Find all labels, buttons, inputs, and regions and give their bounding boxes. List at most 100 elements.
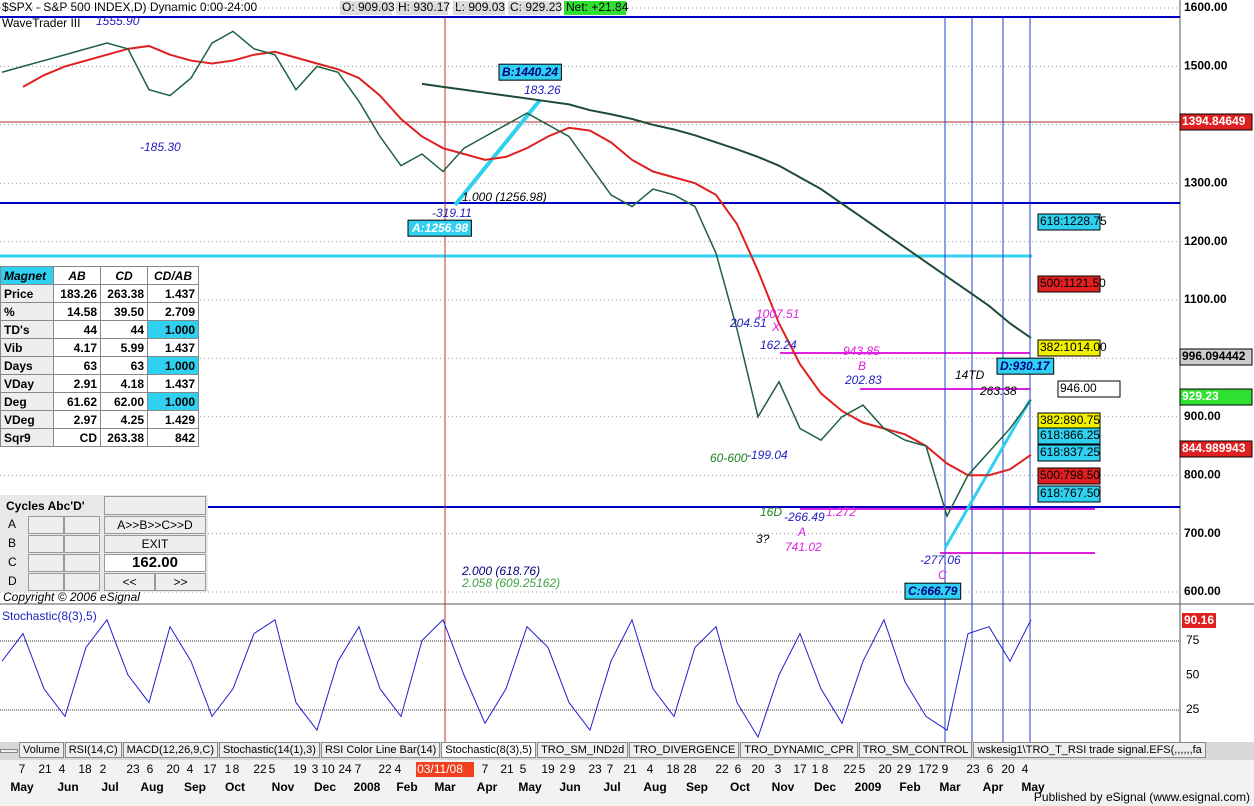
price-tick-label: 700.00 xyxy=(1184,526,1221,540)
table-cell: 2.709 xyxy=(147,302,199,321)
month-label: Sep xyxy=(686,780,708,794)
study-tab[interactable]: RSI(14,C) xyxy=(64,742,122,758)
study-tab[interactable]: Stochastic(8(3),5) xyxy=(441,742,537,758)
day-label: 7 xyxy=(19,762,26,776)
annotation: 1007.51 xyxy=(756,307,799,321)
table-cell: 44 xyxy=(100,320,148,339)
table-cell: 4.18 xyxy=(100,374,148,393)
right-label: 500:798.50 xyxy=(1040,468,1100,482)
table-cell: 1.000 xyxy=(147,392,199,411)
study-tab[interactable]: MACD(12,26,9,C) xyxy=(122,742,219,758)
table-cell: 5.99 xyxy=(100,338,148,357)
header-text: C: 929.23 xyxy=(510,0,562,14)
day-label: 19 xyxy=(541,762,555,776)
date-axis xyxy=(0,760,1254,806)
right-label: 996.094442 xyxy=(1182,349,1246,363)
day-label: 7 xyxy=(607,762,614,776)
day-label: 21 xyxy=(500,762,514,776)
annotation-box xyxy=(996,357,1055,375)
arrow-button[interactable] xyxy=(28,554,64,572)
right-label: 618:1228.75 xyxy=(1040,214,1107,228)
annotation: B xyxy=(858,359,866,373)
right-label-box xyxy=(1037,485,1101,503)
day-label: 9 xyxy=(942,762,949,776)
right-label-box xyxy=(1179,440,1253,458)
study-tab[interactable]: Stochastic(14(1),3) xyxy=(219,742,320,758)
day-label: 22 xyxy=(715,762,729,776)
month-label: Aug xyxy=(643,780,666,794)
table-cell: 2.97 xyxy=(53,410,101,429)
study-tab[interactable]: TRO_DYNAMIC_CPR xyxy=(740,742,858,758)
day-label: 4 xyxy=(1022,762,1029,776)
price-line xyxy=(1,30,1032,519)
study-tab[interactable]: wskesig1\TRO_T_RSI trade signal.EFS(,,,,… xyxy=(973,742,1206,758)
arrow-button[interactable] xyxy=(64,554,100,572)
right-label: 946.00 xyxy=(1060,381,1097,395)
day-label: 4 xyxy=(187,762,194,776)
month-label: Jun xyxy=(57,780,78,794)
study-tab[interactable]: TRO_DIVERGENCE xyxy=(629,742,740,758)
table-cell: Vib xyxy=(0,338,54,357)
annotation: 1.000 (1256.98) xyxy=(462,190,547,204)
annotation: -277.06 xyxy=(920,553,961,567)
day-label: 8 xyxy=(822,762,829,776)
month-label: Feb xyxy=(899,780,920,794)
table-cell: 1.437 xyxy=(147,374,199,393)
day-label: 17 xyxy=(203,762,217,776)
right-label-box xyxy=(1179,113,1253,131)
day-label: 03/11/08 xyxy=(417,762,463,776)
annotation: 2.000 (618.76) xyxy=(461,564,540,578)
day-label: 21 xyxy=(38,762,52,776)
cycle-row-label: B xyxy=(8,536,17,550)
right-label-box xyxy=(1037,444,1101,462)
study-tab[interactable]: TRO_SM_IND2d xyxy=(537,742,629,758)
annotation: -266.49 xyxy=(784,510,825,524)
stoch-tick-label: 75 xyxy=(1186,633,1200,647)
arrow-button[interactable] xyxy=(28,535,64,553)
day-label: 19 xyxy=(293,762,307,776)
annotation: 183.26 xyxy=(524,83,561,97)
header-box xyxy=(564,1,626,15)
table-cell: VDeg xyxy=(0,410,54,429)
table-cell: 63 xyxy=(100,356,148,375)
header-text: H: 930.17 xyxy=(398,0,450,14)
arrow-button[interactable] xyxy=(64,535,100,553)
header-box xyxy=(340,1,392,15)
table-cell: 1.000 xyxy=(147,320,199,339)
cycle-row-label: D xyxy=(8,574,17,588)
annotation: 1555.90 xyxy=(96,14,140,28)
arrow-button[interactable] xyxy=(28,516,64,534)
exit-button[interactable]: EXIT xyxy=(104,535,206,553)
cycle-row-label: C xyxy=(8,555,17,569)
arrow-button[interactable] xyxy=(64,516,100,534)
month-label: Jun xyxy=(559,780,580,794)
study-tab[interactable]: TRO_SM_CONTROL xyxy=(858,742,973,758)
day-label: 17 xyxy=(793,762,807,776)
arrow-button[interactable] xyxy=(28,573,64,591)
arrow-button[interactable] xyxy=(64,573,100,591)
month-label: Sep xyxy=(184,780,206,794)
month-label: Apr xyxy=(477,780,498,794)
prev-button[interactable]: << xyxy=(104,573,155,591)
month-label: Mar xyxy=(434,780,456,794)
day-label: 6 xyxy=(147,762,154,776)
month-label: Aug xyxy=(140,780,163,794)
annotation-box xyxy=(407,219,472,237)
right-label: 929.23 xyxy=(1182,389,1219,403)
study-tab[interactable]: RSI Color Line Bar(14) xyxy=(320,742,441,758)
tab-scroll[interactable] xyxy=(0,749,18,753)
day-label: 5 xyxy=(520,762,527,776)
sequence-button[interactable]: A>>B>>C>>D xyxy=(104,516,206,534)
month-label: 2009 xyxy=(855,780,882,794)
study-tab[interactable]: Volume xyxy=(19,742,64,758)
right-label: 618:767.50 xyxy=(1040,486,1100,500)
day-label: 6 xyxy=(735,762,742,776)
day-label: 4 xyxy=(647,762,654,776)
wave-line xyxy=(943,399,1032,549)
day-label: 23 xyxy=(966,762,980,776)
next-button[interactable]: >> xyxy=(155,573,206,591)
day-label: 28 xyxy=(683,762,697,776)
